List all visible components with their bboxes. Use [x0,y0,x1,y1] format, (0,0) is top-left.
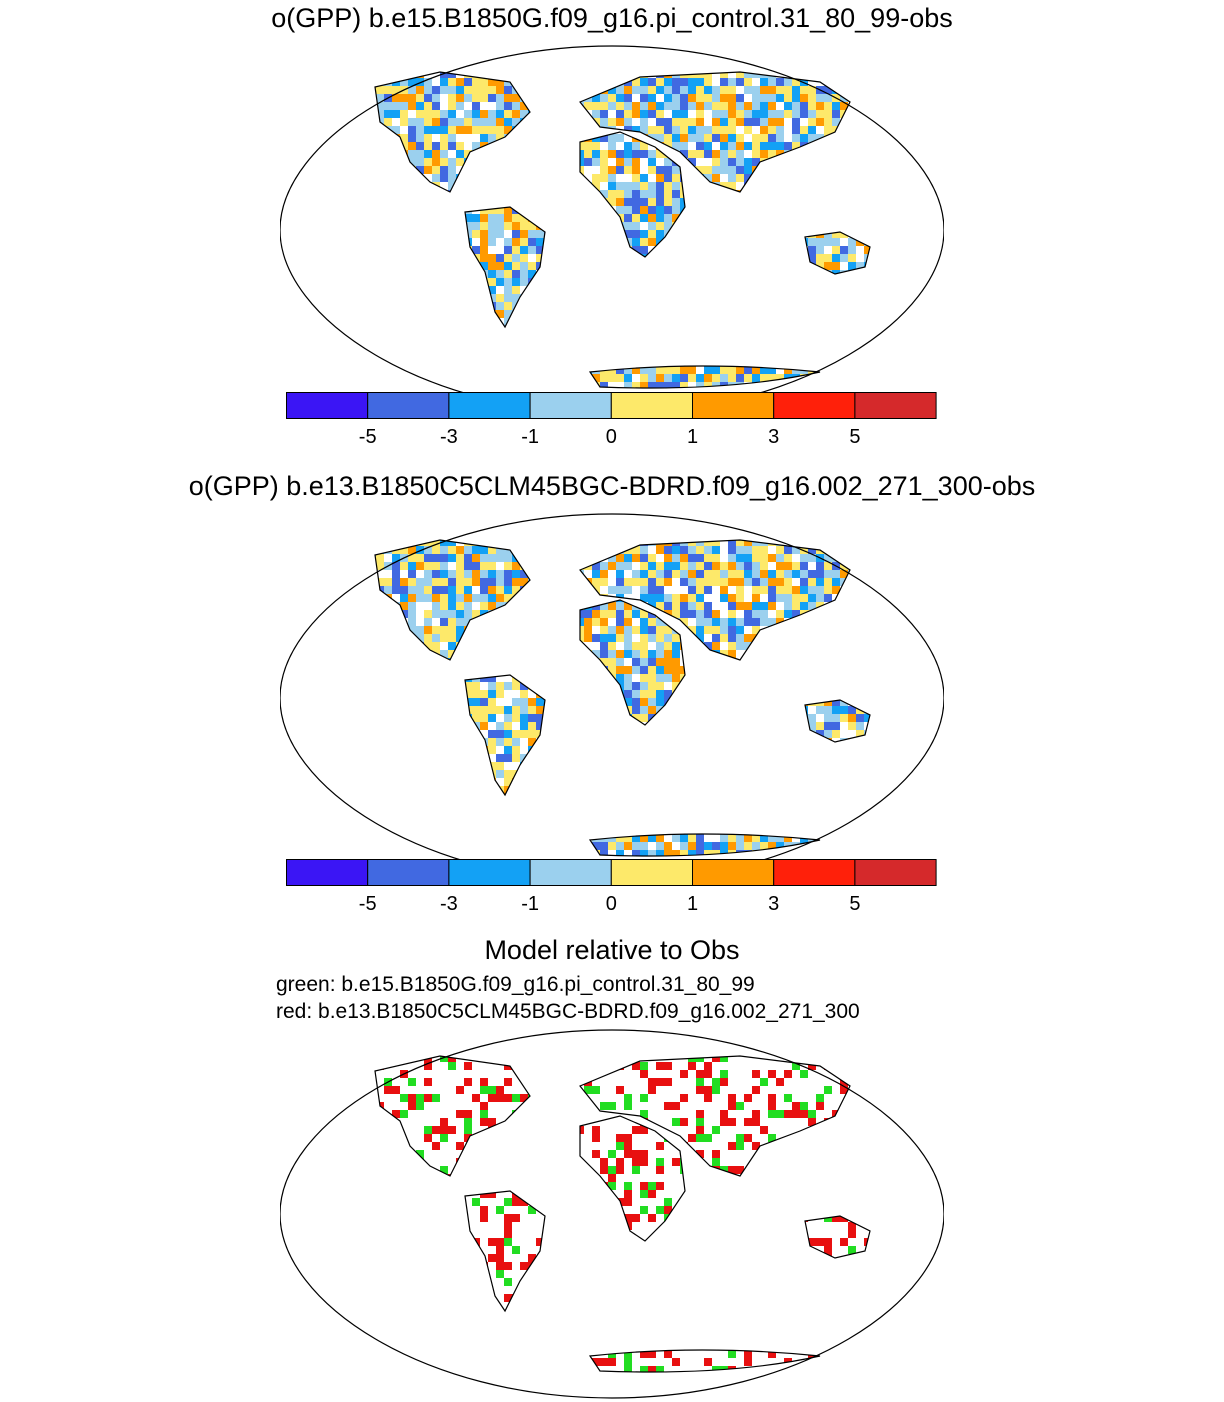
coastline [579,599,686,726]
map-fill-1 [374,71,871,389]
colorbar-segment [367,392,450,419]
colorbar-tick-label: 1 [687,426,698,448]
panel1-title: o(GPP) b.e15.B1850G.f09_g16.pi_control.3… [271,3,953,33]
colorbar-tick-label: 1 [687,893,698,915]
colorbar-segment [286,859,369,886]
panel3-title: Model relative to Obs [484,935,740,965]
coastline [804,699,871,743]
coastline [588,365,821,389]
colorbar-1: -5 -3 -1 0 1 3 5 [286,392,937,448]
coastline [464,1190,546,1313]
colorbar-segment [529,392,612,419]
colorbar-segment [529,859,612,886]
colorbar-tick-label: -5 [359,426,377,448]
colorbar-tick-label: 0 [606,426,617,448]
coastline [374,71,531,193]
coastline [579,1115,686,1242]
panel2-title: o(GPP) b.e13.B1850C5CLM45BGC-BDRD.f09_g1… [188,471,1036,501]
coastline [464,206,546,329]
coastline [579,71,851,193]
colorbar-tick-label: -1 [521,893,539,915]
legend-red: red: b.e13.B1850C5CLM45BGC-BDRD.f09_g16.… [276,1000,860,1023]
colorbar-segment [773,859,856,886]
panel3-map [280,1029,944,1399]
colorbar-tick-label: -1 [521,426,539,448]
panel2-map [280,513,944,883]
colorbar-tick-label: 0 [606,893,617,915]
colorbar-tick-label: -3 [440,893,458,915]
colorbar-tick-label: -3 [440,426,458,448]
colorbar-segment [854,392,937,419]
map-fill-3 [374,1055,871,1373]
panel1-map [280,45,944,415]
colorbar-segment [854,859,937,886]
coastline [464,674,546,797]
colorbar-tick-label: -5 [359,893,377,915]
colorbar-tick-label: 3 [768,893,779,915]
coastline [579,539,851,661]
colorbar-segment [286,392,369,419]
coastline [804,1215,871,1259]
coastline [588,833,821,857]
colorbar-tick-label: 5 [849,893,860,915]
colorbar-2: -5 -3 -1 0 1 3 5 [286,859,937,915]
colorbar-segment [448,392,531,419]
coastline [804,231,871,275]
legend-green: green: b.e15.B1850G.f09_g16.pi_control.3… [276,973,755,996]
colorbar-segment [367,859,450,886]
colorbar-tick-label: 5 [849,426,860,448]
colorbar-segment [610,392,693,419]
colorbar-segment [610,859,693,886]
coastline [374,1055,531,1177]
colorbar-segment [692,859,775,886]
coastline [579,131,686,258]
colorbar-segment [773,392,856,419]
coastline [579,1055,851,1177]
colorbar-segment [692,392,775,419]
colorbar-tick-label: 3 [768,426,779,448]
colorbar-segment [448,859,531,886]
map-fill-2 [374,539,871,857]
coastline [374,539,531,661]
